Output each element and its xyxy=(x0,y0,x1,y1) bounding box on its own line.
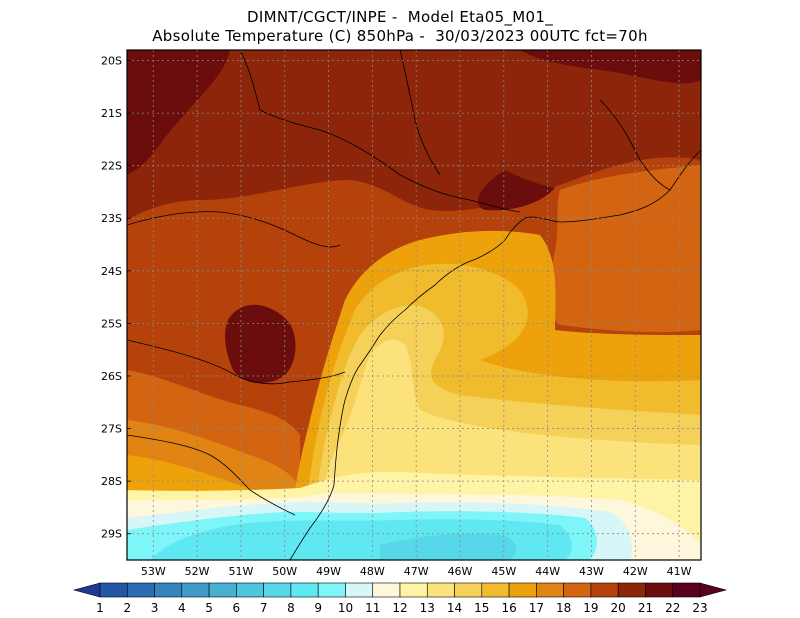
latitude-labels: 20S 21S 22S 23S 24S 25S 26S 27S 28S 29S xyxy=(101,55,122,541)
colorbar-tick-label: 19 xyxy=(583,601,598,615)
colorbar-swatch xyxy=(590,582,619,598)
lon-label: 50W xyxy=(272,565,297,578)
colorbar-tick-label: 16 xyxy=(501,601,516,615)
colorbar-swatch xyxy=(563,582,592,598)
colorbar-swatch xyxy=(236,582,264,598)
state-border-mg-es xyxy=(599,99,671,191)
lon-label: 53W xyxy=(141,565,166,578)
colorbar-swatch xyxy=(208,582,237,598)
colorbar-tick-label: 23 xyxy=(692,601,707,615)
colorbar-swatch xyxy=(508,582,537,598)
lon-label: 52W xyxy=(185,565,210,578)
field-level-22-ne xyxy=(520,50,701,84)
atlantic-coastline xyxy=(289,149,701,560)
colorbar-swatch xyxy=(99,582,128,598)
colorbar-arrow-high xyxy=(699,582,728,598)
field-level-21 xyxy=(127,50,701,220)
coastlines-and-borders xyxy=(127,50,701,560)
colorbar-tick-label: 3 xyxy=(151,601,159,615)
colorbar-tick-label: 20 xyxy=(611,601,626,615)
lon-label: 42W xyxy=(623,565,648,578)
colorbar-tick-label: 12 xyxy=(392,601,407,615)
field-level-22-coast xyxy=(477,170,555,211)
state-border-mg-west xyxy=(399,50,441,176)
colorbar-tick-label: 10 xyxy=(338,601,353,615)
colorbar-swatch xyxy=(536,582,564,598)
lon-label: 44W xyxy=(535,565,560,578)
colorbar-swatch xyxy=(372,582,401,598)
lat-label: 27S xyxy=(101,423,122,436)
map-title-line2: Absolute Temperature (C) 850hPa - 30/03/… xyxy=(152,27,648,45)
colorbar-swatch xyxy=(154,582,183,598)
colorbar-arrow-low xyxy=(72,582,101,598)
lat-label: 23S xyxy=(101,212,122,225)
colorbar-tick-label: 21 xyxy=(638,601,653,615)
lon-label: 46W xyxy=(448,565,473,578)
graticule xyxy=(127,50,701,560)
lat-label: 22S xyxy=(101,160,122,173)
colorbar-swatch xyxy=(426,582,455,598)
colorbar-swatch xyxy=(481,582,510,598)
colorbar-tick-label: 6 xyxy=(233,601,241,615)
colorbar-tick-label: 17 xyxy=(529,601,544,615)
lat-label: 29S xyxy=(101,528,122,541)
colorbar-tick-label: 14 xyxy=(447,601,462,615)
colorbar-tick-label: 2 xyxy=(123,601,131,615)
state-border-pr-sc xyxy=(127,339,346,385)
field-level-19-east xyxy=(548,165,701,333)
colorbar-labels: 1 2 3 4 5 6 7 8 9 10 11 12 13 14 15 16 17 18 19 20 21 22 23 xyxy=(96,601,707,615)
lat-label: 24S xyxy=(101,265,122,278)
colorbar-tick-label: 22 xyxy=(665,601,680,615)
lat-label: 26S xyxy=(101,370,122,383)
colorbar-swatch xyxy=(317,582,346,598)
colorbar-swatch xyxy=(617,582,646,598)
colorbar-tick-label: 9 xyxy=(314,601,322,615)
lon-label: 41W xyxy=(667,565,692,578)
colorbar-swatch xyxy=(399,582,428,598)
temperature-field xyxy=(127,50,701,560)
colorbar-tick-label: 8 xyxy=(287,601,295,615)
colorbar-tick-label: 18 xyxy=(556,601,571,615)
colorbar-swatch xyxy=(345,582,374,598)
map-frame xyxy=(126,49,702,561)
map-title-line1: DIMNT/CGCT/INPE - Model Eta05_M01_ xyxy=(247,8,553,26)
lon-label: 43W xyxy=(579,565,604,578)
colorbar-tick-label: 5 xyxy=(205,601,213,615)
colorbar-tick-label: 15 xyxy=(474,601,489,615)
field-level-22-center xyxy=(225,304,296,384)
colorbar xyxy=(72,582,728,598)
lon-label: 51W xyxy=(228,565,253,578)
colorbar-tick-label: 4 xyxy=(178,601,186,615)
state-border-sc-rs xyxy=(127,434,296,516)
lat-label: 21S xyxy=(101,107,122,120)
colorbar-tick-label: 11 xyxy=(365,601,380,615)
lon-label: 47W xyxy=(404,565,429,578)
longitude-labels: 53W 52W 51W 50W 49W 48W 47W 46W 45W 44W 43W 42W 41W xyxy=(141,565,692,578)
field-level-22-nw xyxy=(127,50,230,175)
lon-label: 49W xyxy=(316,565,341,578)
colorbar-tick-label: 7 xyxy=(260,601,268,615)
colorbar-tick-label: 13 xyxy=(420,601,435,615)
lat-label: 20S xyxy=(101,55,122,68)
colorbar-swatch xyxy=(454,582,483,598)
lat-label: 28S xyxy=(101,475,122,488)
lon-label: 48W xyxy=(360,565,385,578)
colorbar-swatch xyxy=(181,582,210,598)
colorbar-swatch xyxy=(672,582,701,598)
lat-label: 25S xyxy=(101,317,122,330)
field-level-7 xyxy=(380,533,517,560)
colorbar-swatch xyxy=(645,582,674,598)
colorbar-tick-label: 1 xyxy=(96,601,104,615)
colorbar-swatch xyxy=(263,582,292,598)
colorbar-swatch xyxy=(126,582,155,598)
state-border-sp-mg xyxy=(239,50,521,213)
colorbar-swatch xyxy=(290,582,319,598)
lon-label: 45W xyxy=(491,565,516,578)
